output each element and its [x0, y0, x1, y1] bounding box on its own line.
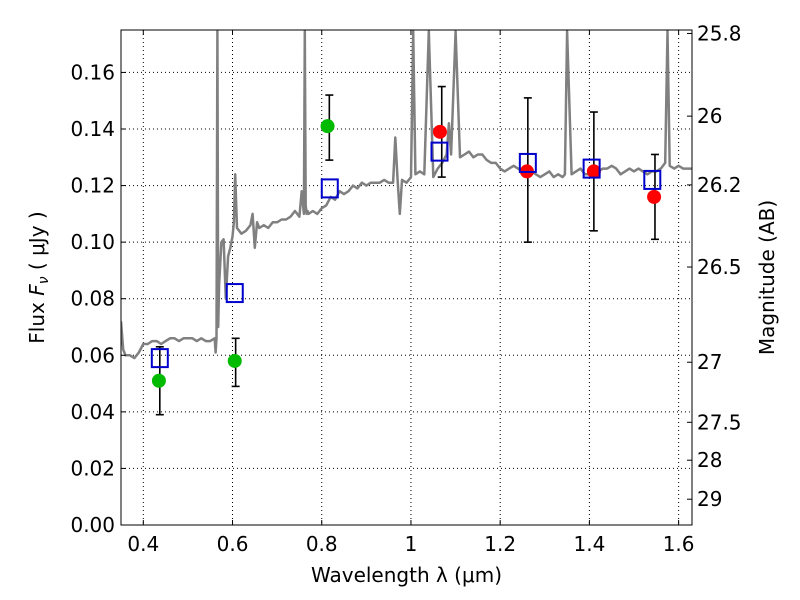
y2-tick-label: 28 [697, 448, 722, 472]
data-point [151, 373, 166, 388]
y-tick-label: 0.04 [70, 400, 115, 424]
model-point [518, 152, 537, 173]
y2-axis-label: Magnitude (AB) [755, 200, 779, 355]
ticks: 0.4 0.6 0.8 1 1.2 1.4 1.6 0.00 0.02 0.04 0.06 0.08 0… [70, 21, 741, 556]
y-tick-label: 0.14 [70, 117, 115, 141]
plot-area [121, 30, 692, 416]
x-tick-label: 0.8 [306, 532, 338, 556]
x-tick-label: 0.6 [217, 532, 249, 556]
y-tick-label: 0.10 [70, 230, 115, 254]
y2-tick-label: 27.5 [697, 410, 742, 434]
model-point [582, 158, 601, 179]
model-point [430, 141, 449, 162]
data-point [432, 124, 447, 139]
x-axis-label: Wavelength λ (μm) [311, 563, 502, 587]
x-tick-label: 1.6 [663, 532, 695, 556]
model-point [643, 169, 662, 190]
y2-tick-label: 25.8 [697, 21, 742, 45]
y-tick-label: 0.08 [70, 287, 115, 311]
model-point [225, 283, 244, 304]
x-tick-label: 0.4 [127, 532, 159, 556]
grid [121, 30, 692, 526]
x-tick-label: 1.4 [573, 532, 605, 556]
y2-tick-label: 27 [697, 350, 722, 374]
data-point [586, 164, 601, 179]
spectrum-line [121, 30, 692, 360]
y-tick-label: 0.00 [70, 513, 115, 537]
y-tick-label: 0.16 [70, 60, 115, 84]
y2-tick-label: 26.5 [697, 255, 742, 279]
x-tick-label: 1 [405, 532, 418, 556]
axes-frame [120, 29, 693, 526]
y2-tick-label: 26 [697, 104, 722, 128]
data-point [647, 189, 662, 204]
x-tick-label: 1.2 [484, 532, 516, 556]
y2-tick-label: 29 [697, 487, 722, 511]
y-tick-label: 0.02 [70, 456, 115, 480]
data-point [227, 353, 242, 368]
y-axis-label: Flux Fν ( μJy ) [25, 211, 52, 343]
data-point [320, 119, 335, 134]
model-point [320, 178, 339, 199]
y-tick-label: 0.06 [70, 343, 115, 367]
model-point [150, 348, 169, 369]
y-tick-label: 0.12 [70, 174, 115, 198]
y2-tick-label: 26.2 [697, 173, 742, 197]
